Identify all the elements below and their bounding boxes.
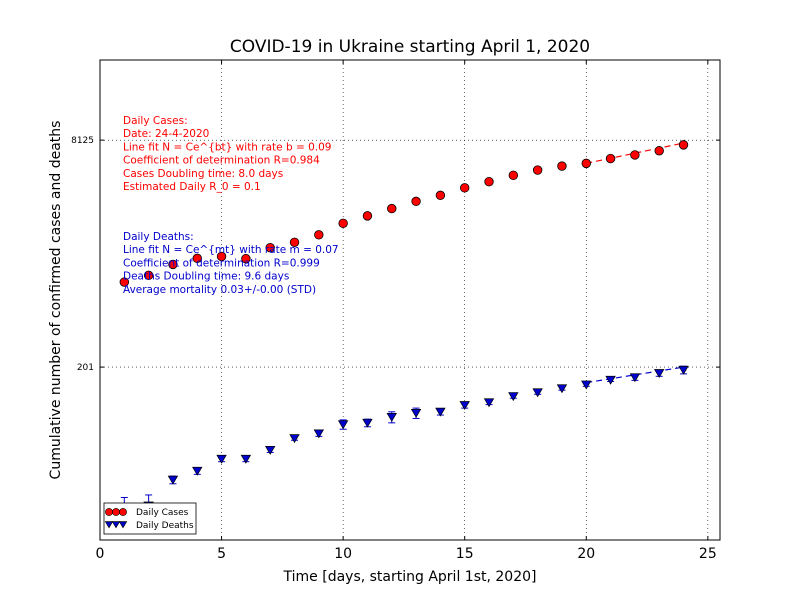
cases-annotation-line: Coefficient of determination R=0.984 <box>123 155 320 167</box>
cases-point <box>192 253 202 264</box>
deaths-point <box>508 392 519 402</box>
x-axis-label: Time [days, starting April 1st, 2020] <box>283 569 537 585</box>
deaths-point <box>240 454 252 464</box>
legend-cases-marker <box>105 508 113 516</box>
deaths-point <box>362 418 373 428</box>
deaths-point <box>410 409 422 418</box>
deaths-point <box>532 388 543 398</box>
cases-point <box>460 183 470 193</box>
fit-lines <box>586 142 684 384</box>
cases-point <box>314 230 324 240</box>
cases-point <box>265 242 275 253</box>
legend-cases-marker <box>112 508 120 516</box>
deaths-annotation-line: Coefficient of determination R=0.999 <box>123 257 320 269</box>
deaths-point <box>435 407 446 417</box>
cases-point <box>289 237 300 247</box>
deaths-point <box>313 429 325 439</box>
deaths-point <box>386 413 397 422</box>
deaths-point <box>605 375 616 385</box>
cases-point <box>532 165 543 175</box>
cases-point <box>557 161 567 171</box>
deaths-annotation-line: Deaths Doubling time: 9.6 days <box>123 271 289 283</box>
cases-point <box>484 176 494 187</box>
deaths-point <box>678 365 689 375</box>
cases-point <box>654 146 664 156</box>
legend-cases-marker <box>119 508 127 516</box>
y-axis-label: Cumulative number of confirmed cases and… <box>48 121 64 480</box>
deaths-point <box>337 420 349 430</box>
deaths-annotation-line: Line fit N = Ce^{mt} with rate m = 0.07 <box>123 244 339 256</box>
legend-deaths-marker <box>111 521 121 529</box>
x-tick-label: 20 <box>577 546 595 562</box>
deaths-annotation-line: Average mortality 0.03+/-0.00 (STD) <box>123 284 316 296</box>
legend-box <box>103 502 197 535</box>
cases-point <box>168 259 178 270</box>
data-points <box>119 140 689 514</box>
x-tick-label: 25 <box>699 546 717 562</box>
legend-cases-label: Daily Cases <box>136 508 189 518</box>
axis-ticks: 0 5 10 15 20 25 201 8125 <box>71 60 720 562</box>
cases-point <box>508 170 519 181</box>
cases-point <box>119 277 130 287</box>
cases-point <box>362 211 373 221</box>
deaths-point <box>289 434 300 444</box>
deaths-point <box>167 475 179 485</box>
legend-deaths-marker <box>118 521 128 529</box>
y-tick-label: 201 <box>77 363 94 373</box>
grid-lines <box>100 60 720 540</box>
cases-annotation-line: Daily Cases: <box>123 115 188 127</box>
legend-deaths-label: Daily Deaths <box>136 521 194 531</box>
x-tick-label: 15 <box>456 546 474 562</box>
cases-annotation-line: Date: 24-4-2020 <box>123 128 209 140</box>
y-tick-label: 8125 <box>71 136 94 146</box>
deaths-point <box>581 380 592 390</box>
cases-point <box>678 140 689 150</box>
cases-point <box>630 150 640 160</box>
deaths-point <box>192 466 203 476</box>
legend-deaths-marker <box>104 521 114 529</box>
cases-annotation-line: Cases Doubling time: 8.0 days <box>123 168 283 180</box>
cases-point <box>143 270 154 281</box>
cases-point <box>411 196 421 207</box>
fit-line <box>586 366 684 384</box>
fit-line <box>586 142 684 164</box>
chart-title: COVID-19 in Ukraine starting April 1, 20… <box>230 37 590 57</box>
deaths-point <box>459 401 470 411</box>
x-tick-label: 5 <box>217 546 226 562</box>
deaths-annotation-line: Daily Deaths: <box>123 231 194 243</box>
deaths-point <box>264 446 276 455</box>
deaths-point <box>483 398 495 408</box>
deaths-point <box>216 454 227 464</box>
cases-annotation-line: Estimated Daily R_0 = 0.1 <box>123 181 261 193</box>
cases-annotation-line: Line fit N = Ce^{bt} with rate b = 0.09 <box>123 141 331 153</box>
cases-point <box>338 218 348 229</box>
cases-point <box>216 251 227 262</box>
cases-point <box>605 153 616 164</box>
cases-point <box>581 158 591 169</box>
cases-point <box>241 253 251 264</box>
cases-point <box>435 190 446 201</box>
deaths-point <box>629 373 641 383</box>
deaths-point <box>654 369 665 379</box>
deaths-point <box>556 384 568 394</box>
x-tick-label: 0 <box>96 546 105 562</box>
legend: Daily Cases Daily Deaths <box>103 502 197 535</box>
cases-point <box>387 203 397 214</box>
x-tick-label: 10 <box>334 546 352 562</box>
